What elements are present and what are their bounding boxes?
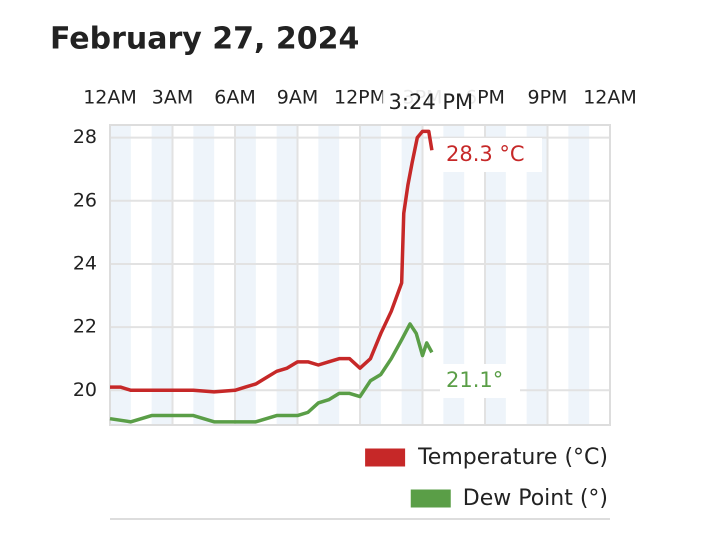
x-tick-label: 9PM	[528, 87, 568, 109]
y-tick-label: 22	[73, 316, 97, 338]
value-annotation: 21.1°	[446, 368, 503, 392]
y-tick-label: 24	[73, 252, 97, 274]
x-tick-label: 12AM	[83, 87, 137, 109]
x-tick-label: 9AM	[277, 87, 318, 109]
plot-frame	[109, 124, 611, 426]
hour-band	[193, 125, 215, 425]
hour-band	[151, 125, 173, 425]
chart-title: February 27, 2024	[50, 22, 359, 57]
series-line	[109, 322, 434, 424]
y-tick-label: 20	[73, 379, 97, 401]
y-tick-label: 26	[73, 189, 97, 211]
y-tick-label: 28	[73, 126, 97, 148]
hour-band	[235, 125, 256, 425]
value-annotation: 28.3 °C	[446, 142, 525, 166]
x-tick-label: 12AM	[583, 87, 637, 109]
hour-band	[276, 125, 298, 425]
legend-swatch	[410, 489, 451, 508]
legend-label: Temperature (°C)	[417, 445, 608, 470]
legend-label: Dew Point (°)	[463, 486, 608, 511]
x-tick-label: 6AM	[214, 87, 255, 109]
hour-band	[568, 125, 590, 425]
x-tick-label: 12PM	[334, 87, 386, 109]
annotation-bg	[440, 364, 520, 398]
legend-swatch	[365, 448, 406, 467]
hour-band	[318, 125, 340, 425]
time-annotation: 3:24 PM	[389, 90, 474, 114]
hour-band	[110, 125, 131, 425]
series-line	[110, 129, 434, 394]
annotation-bg	[440, 138, 542, 172]
x-tick-label: 3AM	[152, 87, 193, 109]
annotation-bg	[382, 88, 479, 114]
